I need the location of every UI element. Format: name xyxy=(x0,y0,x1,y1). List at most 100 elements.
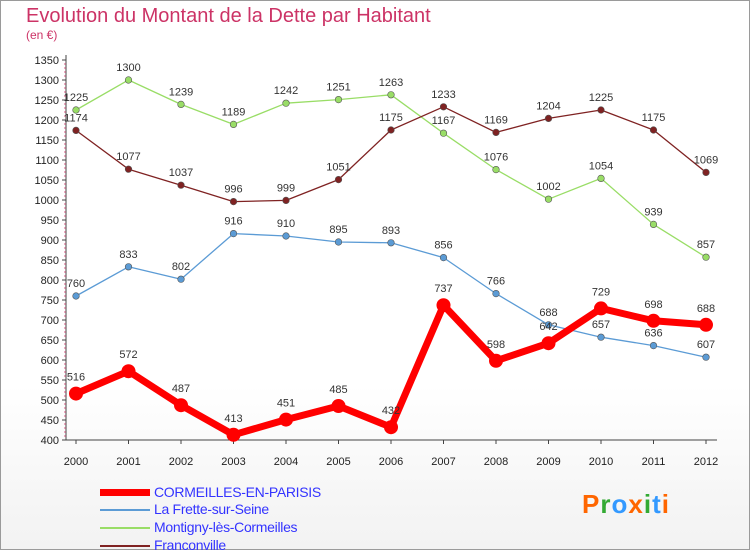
logo-letter: i xyxy=(661,489,670,519)
y-tick-label: 1350 xyxy=(35,55,59,67)
legend-label: Franconville xyxy=(154,537,226,553)
data-label: 895 xyxy=(329,224,347,236)
logo-letter: x xyxy=(628,489,644,519)
data-label: 1077 xyxy=(116,151,140,163)
x-tick-label: 2006 xyxy=(379,456,403,468)
x-tick-label: 2009 xyxy=(536,456,560,468)
data-point xyxy=(177,275,185,283)
data-label: 1204 xyxy=(536,100,560,112)
data-point xyxy=(597,174,605,182)
legend-label: CORMEILLES-EN-PARISIS xyxy=(154,484,321,500)
data-label: 432 xyxy=(382,405,400,417)
data-label: 996 xyxy=(224,184,242,196)
data-label: 688 xyxy=(539,307,557,319)
y-tick-label: 900 xyxy=(41,235,59,247)
data-point xyxy=(541,336,556,351)
data-label: 1069 xyxy=(694,154,718,166)
data-label: 857 xyxy=(697,239,715,251)
legend-swatch xyxy=(100,509,150,511)
data-label: 737 xyxy=(434,283,452,295)
y-tick-label: 850 xyxy=(41,255,59,267)
y-tick-label: 1000 xyxy=(35,195,59,207)
y-tick-label: 1100 xyxy=(35,155,59,167)
data-label: 1225 xyxy=(589,92,613,104)
data-label: 1174 xyxy=(64,112,88,124)
y-tick-label: 400 xyxy=(41,435,59,447)
y-tick-label: 950 xyxy=(41,215,59,227)
data-point xyxy=(544,114,553,122)
data-label: 1242 xyxy=(274,85,298,97)
x-tick-label: 2007 xyxy=(431,456,455,468)
y-tick-label: 1250 xyxy=(35,95,59,107)
data-label: 657 xyxy=(592,319,610,331)
chart-title: Evolution du Montant de la Dette par Hab… xyxy=(26,5,431,27)
data-label: 1051 xyxy=(326,162,350,174)
data-label: 802 xyxy=(172,261,190,273)
data-label: 856 xyxy=(434,240,452,252)
data-label: 1233 xyxy=(431,89,455,101)
data-point xyxy=(646,313,661,328)
logo-letter: i xyxy=(643,489,653,519)
data-point xyxy=(387,239,395,247)
data-label: 636 xyxy=(644,328,662,340)
x-tick-label: 2004 xyxy=(274,456,298,468)
logo-letter: P xyxy=(582,489,601,519)
data-label: 766 xyxy=(487,276,505,288)
data-point xyxy=(174,398,188,413)
data-point xyxy=(334,238,343,246)
x-tick-label: 2005 xyxy=(326,456,350,468)
data-point xyxy=(594,301,608,316)
data-point xyxy=(229,198,238,206)
chart-subtitle: (en €) xyxy=(26,28,58,42)
data-point xyxy=(177,100,185,108)
data-label: 485 xyxy=(329,384,347,396)
y-tick-label: 1200 xyxy=(35,115,59,127)
x-tick-label: 2002 xyxy=(169,456,193,468)
data-label: 413 xyxy=(224,413,242,425)
logo-letter: o xyxy=(611,489,629,519)
data-label: 999 xyxy=(277,182,295,194)
data-point xyxy=(331,399,346,413)
data-point xyxy=(492,290,500,298)
y-tick-label: 1150 xyxy=(35,135,59,147)
data-point xyxy=(702,353,710,361)
proxiti-logo: Proxiti xyxy=(582,489,670,520)
data-point xyxy=(702,253,710,261)
data-label: 1175 xyxy=(379,112,403,124)
data-label: 1189 xyxy=(222,106,246,118)
data-label: 729 xyxy=(592,286,610,298)
logo-letter: t xyxy=(652,489,662,519)
data-point xyxy=(72,126,80,134)
data-point xyxy=(439,129,448,137)
data-label: 1300 xyxy=(116,62,140,74)
data-label: 760 xyxy=(67,278,85,290)
y-tick-label: 500 xyxy=(41,395,59,407)
legend-swatch xyxy=(100,489,150,496)
data-point xyxy=(334,176,343,184)
data-point xyxy=(384,420,398,435)
data-point xyxy=(597,333,605,341)
y-tick-label: 1050 xyxy=(35,175,59,187)
data-point xyxy=(124,76,133,84)
data-label: 1054 xyxy=(589,160,613,172)
data-point xyxy=(72,292,80,300)
data-point xyxy=(387,91,395,99)
data-label: 598 xyxy=(487,339,505,351)
data-label: 893 xyxy=(382,225,400,237)
data-label: 688 xyxy=(697,303,715,315)
y-tick-label: 800 xyxy=(41,275,59,287)
data-point xyxy=(229,120,238,128)
data-point xyxy=(439,103,448,111)
x-tick-label: 2008 xyxy=(484,456,508,468)
data-label: 572 xyxy=(119,349,137,361)
data-point xyxy=(229,230,238,238)
y-tick-label: 700 xyxy=(41,315,59,327)
y-tick-label: 650 xyxy=(41,335,59,347)
data-point xyxy=(489,353,503,368)
data-label: 916 xyxy=(224,216,242,228)
data-point xyxy=(121,364,136,379)
x-tick-label: 2001 xyxy=(116,456,140,468)
y-tick-label: 550 xyxy=(41,375,59,387)
